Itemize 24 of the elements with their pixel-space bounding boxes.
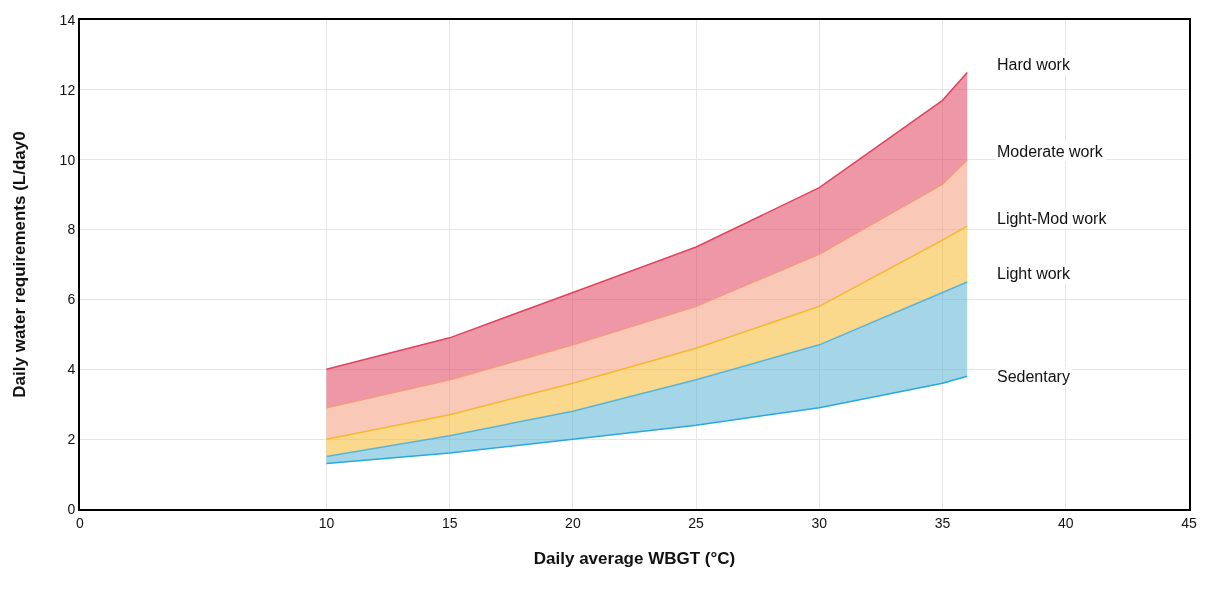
x-tick-label: 25 — [688, 514, 705, 531]
y-tick-label: 4 — [67, 361, 76, 378]
y-tick-label: 6 — [67, 291, 76, 308]
y-tick-label: 12 — [59, 81, 76, 98]
y-tick-label: 10 — [59, 151, 76, 168]
series-label: Moderate work — [997, 143, 1104, 160]
y-tick-label: 8 — [67, 221, 76, 238]
x-tick-label: 20 — [565, 514, 581, 531]
series-label: Sedentary — [997, 368, 1070, 385]
series-label: Hard work — [997, 56, 1071, 73]
x-tick-label: 15 — [441, 514, 458, 531]
x-tick-label: 30 — [811, 514, 828, 531]
y-tick-label: 14 — [59, 11, 76, 28]
y-axis-title: Daily water requirements (L/day0 — [9, 131, 29, 398]
y-tick-label: 0 — [67, 500, 76, 517]
y-tick-label: 2 — [67, 431, 76, 448]
x-tick-label: 40 — [1057, 514, 1074, 531]
x-tick-label: 45 — [1181, 514, 1197, 531]
series-label: Light work — [997, 265, 1071, 282]
x-tick-label: 35 — [934, 514, 951, 531]
x-tick-label: 10 — [318, 514, 335, 531]
series-label: Light-Mod work — [997, 210, 1108, 227]
x-axis-title: Daily average WBGT (°C) — [533, 548, 736, 568]
line-series — [325, 375, 968, 465]
